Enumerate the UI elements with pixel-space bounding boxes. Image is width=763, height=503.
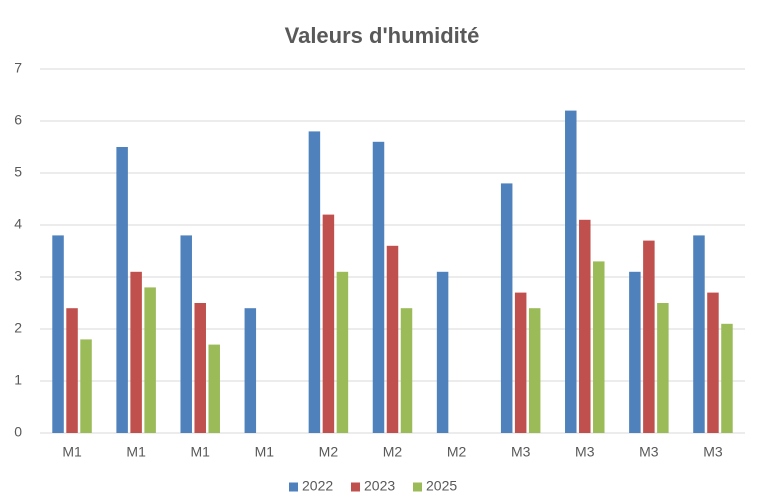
bar — [386, 245, 399, 433]
y-tick-label: 6 — [14, 112, 22, 128]
x-tick-label: M1 — [62, 444, 82, 460]
y-tick-label: 0 — [14, 424, 22, 440]
legend-swatch — [351, 482, 360, 492]
bar — [707, 292, 719, 433]
bar — [244, 308, 257, 433]
bar — [144, 287, 156, 433]
bar — [528, 308, 541, 433]
bar — [52, 235, 64, 433]
bar — [80, 339, 92, 433]
x-tick-label: M3 — [639, 444, 659, 460]
bar — [565, 110, 577, 433]
bar — [336, 271, 349, 433]
bar — [308, 131, 321, 433]
bar — [66, 308, 78, 433]
bar — [130, 271, 142, 433]
y-tick-label: 5 — [14, 164, 22, 180]
legend-swatch — [289, 482, 298, 492]
bar — [643, 240, 655, 433]
bar — [180, 235, 192, 433]
bar — [629, 271, 641, 433]
legend-label: 2022 — [302, 478, 333, 494]
bar — [500, 183, 513, 433]
legend-label: 2023 — [364, 478, 395, 494]
legend-label: 2025 — [426, 478, 457, 494]
bar — [579, 219, 591, 433]
x-tick-label: M2 — [319, 444, 339, 460]
y-tick-label: 2 — [14, 320, 22, 336]
y-tick-label: 1 — [14, 372, 22, 388]
x-tick-label: M1 — [255, 444, 275, 460]
legend-swatch — [413, 482, 422, 492]
x-tick-label: M2 — [383, 444, 403, 460]
x-tick-label: M2 — [447, 444, 467, 460]
bar — [372, 141, 385, 434]
bar — [721, 323, 733, 433]
bar — [208, 344, 220, 433]
bar — [593, 261, 605, 433]
y-tick-label: 3 — [14, 268, 22, 284]
bar — [400, 308, 413, 433]
x-tick-label: M1 — [126, 444, 146, 460]
bar — [194, 303, 206, 433]
y-tick-label: 7 — [14, 60, 22, 76]
x-tick-label: M3 — [575, 444, 595, 460]
bar — [693, 235, 705, 433]
bar — [657, 303, 669, 433]
x-tick-label: M3 — [703, 444, 723, 460]
y-tick-label: 4 — [14, 216, 22, 232]
bar — [514, 292, 527, 433]
bar — [116, 147, 128, 433]
x-tick-label: M3 — [511, 444, 531, 460]
x-tick-label: M1 — [191, 444, 211, 460]
chart-title: Valeurs d'humidité — [285, 23, 480, 48]
bar — [436, 271, 449, 433]
bar — [322, 214, 335, 433]
